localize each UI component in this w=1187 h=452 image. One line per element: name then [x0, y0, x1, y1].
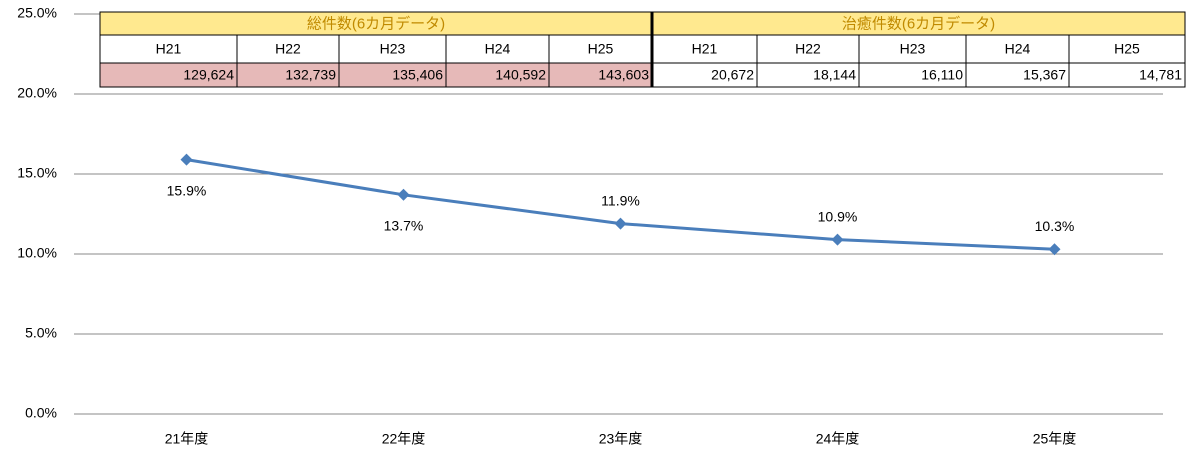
data-label: 15.9%	[167, 182, 207, 198]
x-tick-label: 22年度	[382, 431, 426, 447]
subheader: H25	[1114, 41, 1140, 57]
subheader: H24	[1005, 41, 1031, 57]
y-tick-label: 5.0%	[25, 325, 57, 341]
subheader: H25	[588, 41, 614, 57]
subheader-cell	[548, 34, 653, 64]
x-tick-label: 25年度	[1033, 431, 1077, 447]
subheader-cell	[445, 34, 550, 64]
x-tick-label: 21年度	[165, 431, 209, 447]
x-tick-label: 23年度	[599, 431, 643, 447]
value-cell	[1068, 62, 1186, 88]
data-label: 11.9%	[601, 192, 640, 208]
subheader: H24	[485, 41, 511, 57]
table-value: 140,592	[495, 67, 546, 83]
subheader: H22	[795, 41, 821, 57]
table-value: 20,672	[711, 67, 754, 83]
y-tick-label: 15.0%	[17, 165, 57, 181]
table-value: 18,144	[813, 67, 856, 83]
y-tick-label: 0.0%	[25, 405, 57, 421]
table-value: 14,781	[1139, 67, 1182, 83]
table-value: 135,406	[392, 67, 443, 83]
subheader-cell	[338, 34, 447, 64]
subheader-cell	[858, 34, 967, 64]
data-label: 13.7%	[384, 218, 424, 234]
value-cell	[338, 62, 447, 88]
subheader: H21	[692, 41, 718, 57]
y-tick-label: 10.0%	[17, 245, 57, 261]
value-cell	[99, 62, 238, 88]
table-value: 15,367	[1023, 67, 1066, 83]
subheader-cell	[1068, 34, 1186, 64]
subheader-cell	[651, 34, 758, 64]
table-value: 143,603	[598, 67, 649, 83]
subheader: H23	[380, 41, 406, 57]
subheader: H23	[900, 41, 926, 57]
data-label: 10.9%	[818, 208, 858, 224]
marker	[614, 217, 627, 230]
table-value: 129,624	[183, 67, 234, 83]
value-cell	[445, 62, 550, 88]
subheader: H22	[275, 41, 301, 57]
y-tick-label: 25.0%	[17, 5, 57, 21]
value-cell	[858, 62, 967, 88]
value-cell	[756, 62, 860, 88]
subheader: H21	[156, 41, 182, 57]
y-tick-label: 20.0%	[17, 85, 57, 101]
value-cell	[965, 62, 1070, 88]
table-value: 16,110	[921, 67, 963, 83]
marker	[831, 233, 844, 246]
data-label: 10.3%	[1035, 218, 1075, 234]
value-cell	[548, 62, 653, 88]
marker	[1048, 243, 1061, 256]
group-header-text: 治癒件数(6カ月データ)	[842, 14, 995, 32]
group-header-text: 総件数(6カ月データ)	[307, 14, 445, 32]
subheader-cell	[756, 34, 860, 64]
table-value: 132,739	[285, 67, 336, 83]
x-tick-label: 24年度	[816, 431, 860, 447]
marker	[180, 153, 193, 166]
value-cell	[651, 62, 758, 88]
marker	[397, 188, 410, 201]
